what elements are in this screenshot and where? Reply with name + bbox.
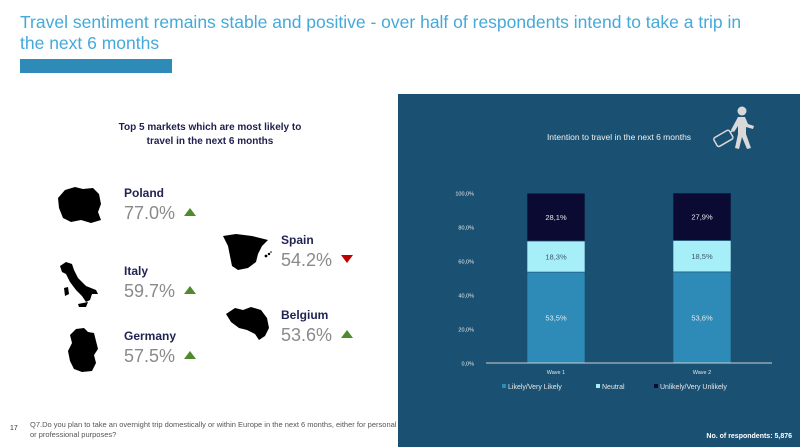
title-accent-bar [20, 59, 172, 73]
legend-swatch [654, 384, 658, 388]
legend-swatch [596, 384, 600, 388]
poland-map-icon [58, 187, 101, 223]
bar-segment [526, 271, 586, 364]
legend-label: Unlikely/Very Unlikely [660, 384, 727, 391]
trend-up-icon [341, 330, 353, 338]
y-tick-label: 20,0% [458, 328, 474, 334]
respondents-count: No. of respondents: 5,876 [706, 433, 792, 440]
bar-data-label: 28,1% [545, 213, 567, 222]
bar-data-label: 53,6% [691, 313, 713, 322]
market-name: Poland [124, 186, 165, 200]
page-number: 17 [10, 425, 18, 432]
bar-data-label: 18,5% [691, 252, 713, 261]
market-name: Belgium [281, 308, 329, 322]
legend-label: Neutral [602, 384, 625, 391]
chart-title-text: Intention to travel in the next 6 months [546, 132, 692, 142]
market-value: 54.2% [281, 250, 333, 270]
trend-up-icon [184, 286, 196, 294]
x-tick-label: Wave 1 [547, 370, 565, 376]
markets-heading: Top 5 markets which are most likely to t… [118, 122, 302, 147]
italy-map-icon [60, 262, 98, 307]
traveler-with-suitcase-icon [713, 106, 754, 149]
travel-intention-panel: Intention to travel in the next 6 months… [398, 94, 800, 447]
bar-data-label: 27,9% [691, 213, 713, 222]
market-name: Italy [124, 264, 149, 278]
germany-map-icon [68, 328, 98, 372]
market-value: 53.6% [281, 325, 333, 345]
slide-title: Travel sentiment remains stable and posi… [20, 12, 742, 53]
bar-segment [526, 240, 586, 273]
y-tick-label: 60,0% [458, 260, 474, 266]
market-value: 57.5% [124, 346, 176, 366]
y-tick-label: 80,0% [458, 226, 474, 232]
legend-swatch [502, 384, 506, 388]
market-value: 77.0% [124, 203, 176, 223]
y-tick-label: 0,0% [461, 362, 474, 368]
y-tick-label: 40,0% [458, 294, 474, 300]
bar-data-label: 18,3% [545, 252, 567, 261]
market-name: Germany [124, 329, 177, 343]
belgium-map-icon [226, 307, 269, 340]
survey-question-footnote: Q7.Do you plan to take an overnight trip… [30, 420, 397, 439]
chart-title: Intention to travel in the next 6 months [398, 132, 800, 142]
bar-segment [672, 192, 732, 241]
bar-data-label: 53,5% [545, 314, 567, 323]
trend-up-icon [184, 208, 196, 216]
market-value: 59.7% [124, 281, 176, 301]
trend-down-icon [341, 255, 353, 263]
legend-label: Likely/Very Likely [508, 384, 562, 391]
bar-segment [672, 271, 732, 364]
x-tick-label: Wave 2 [693, 370, 711, 376]
bar-segment [672, 240, 732, 273]
spain-map-icon [223, 234, 272, 270]
trend-up-icon [184, 351, 196, 359]
y-tick-label: 100,0% [455, 192, 474, 198]
market-name: Spain [281, 233, 314, 247]
stacked-bar-chart: 0,0% 20,0% 40,0% 60,0% 80,0% 100,0% 53,5% 18,3%… [455, 192, 772, 391]
bar-segment [526, 192, 586, 242]
